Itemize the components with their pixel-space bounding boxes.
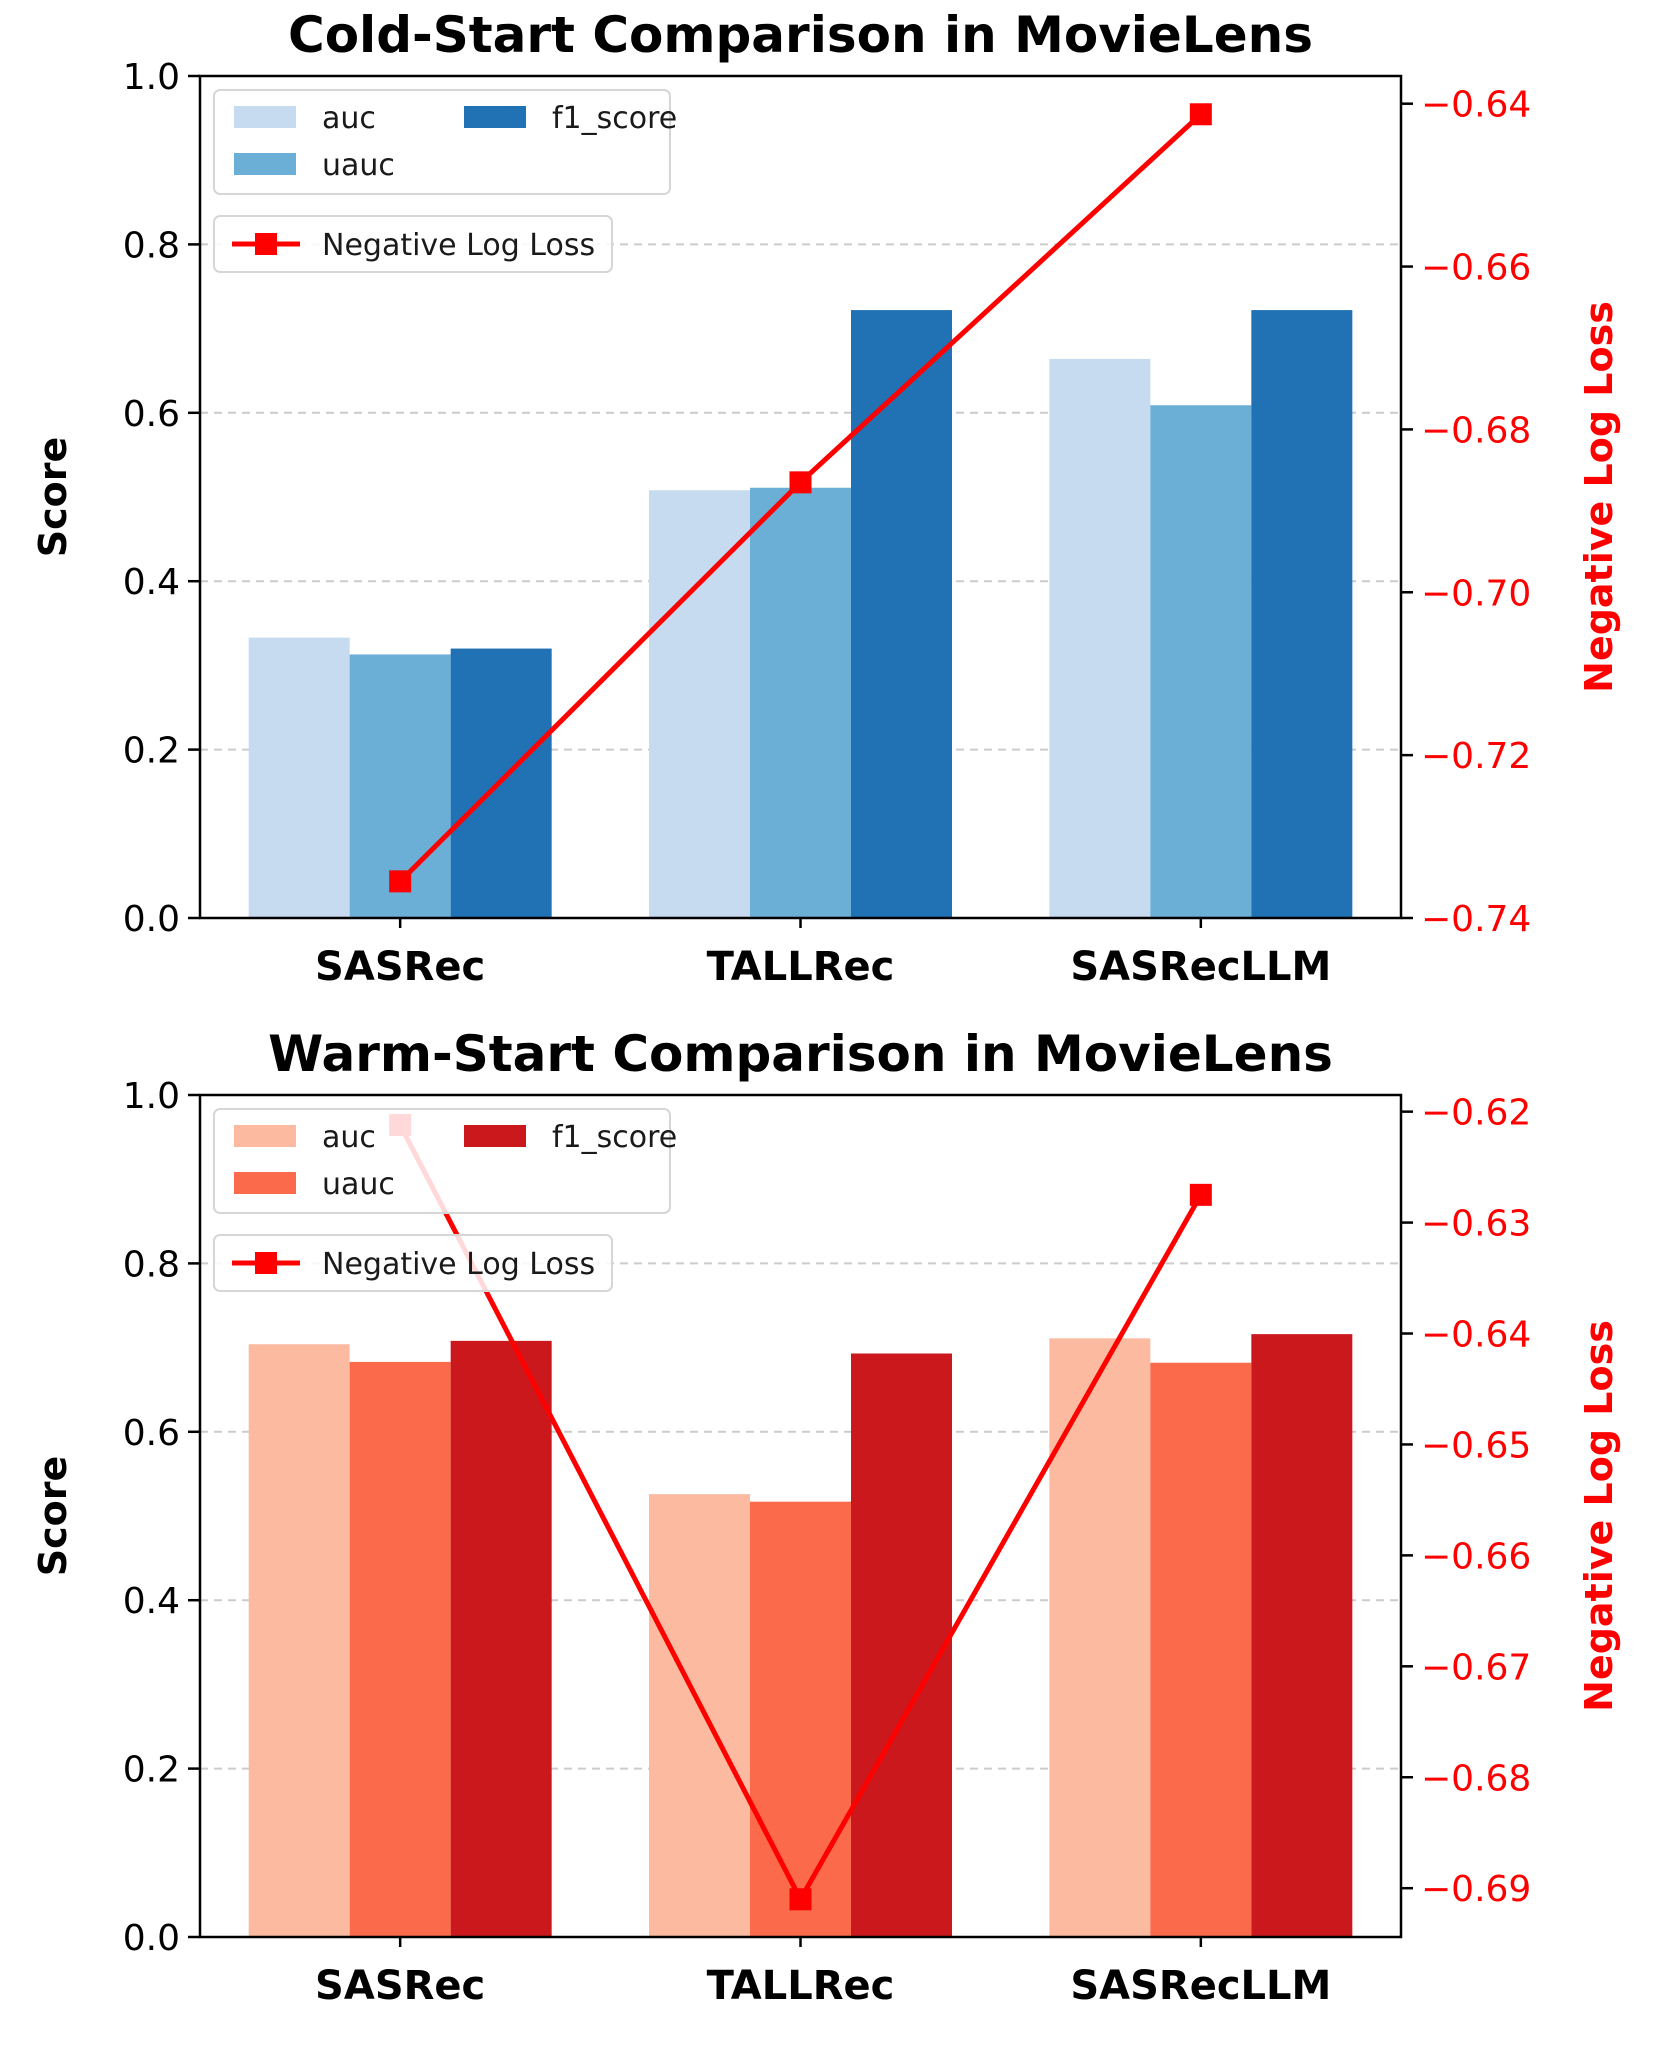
bar-uauc-SASRecLLM xyxy=(1150,405,1252,918)
bar-auc-SASRec xyxy=(248,1344,350,1937)
y2-tick-label: −0.67 xyxy=(1421,1647,1531,1688)
legend-box xyxy=(213,1108,671,1214)
y2-tick-label: −0.70 xyxy=(1421,573,1531,614)
x-tick-label: TALLRec xyxy=(707,944,895,990)
bar-auc-SASRecLLM xyxy=(1049,358,1151,918)
y-tick-label: 0.6 xyxy=(123,394,180,435)
y2-tick-label: −0.66 xyxy=(1421,1536,1531,1577)
y-tick-label: 0.8 xyxy=(123,225,180,266)
y-tick-label: 0.4 xyxy=(123,562,180,603)
bar-uauc-TALLRec xyxy=(750,1501,851,1937)
x-tick-label: SASRec xyxy=(315,1963,485,2009)
legend-bars: auc uauc f1_score xyxy=(213,89,677,195)
line-marker-TALLRec xyxy=(789,471,812,494)
line-marker-SASRecLLM xyxy=(1189,103,1212,126)
y-tick-label: 0.2 xyxy=(123,731,180,772)
axes-frame xyxy=(198,1093,1403,1939)
legend-swatch-auc xyxy=(234,1125,296,1147)
legend-line-marker xyxy=(255,233,277,255)
y2-tick-label: −0.68 xyxy=(1421,1758,1531,1799)
y2-tick-label: −0.74 xyxy=(1421,899,1531,940)
y2-tick-label: −0.64 xyxy=(1421,85,1531,126)
legend-label-negative-log-loss: Negative Log Loss xyxy=(322,1247,595,1282)
y2-tick-label: −0.62 xyxy=(1421,1093,1531,1134)
x-tick-label: TALLRec xyxy=(707,1963,895,2009)
legend-swatch-uauc xyxy=(234,153,296,175)
legend-line: Negative Log Loss xyxy=(213,1234,613,1292)
bar-uauc-TALLRec xyxy=(750,487,851,918)
y2-tick-label: −0.66 xyxy=(1421,248,1531,289)
y2-axis-label: Negative Log Loss xyxy=(1577,301,1621,693)
bar-auc-TALLRec xyxy=(649,1494,750,1937)
bar-uauc-SASRecLLM xyxy=(1150,1362,1252,1937)
y-tick-label: 0.0 xyxy=(123,1918,180,1959)
x-tick-label: SASRecLLM xyxy=(1070,944,1331,990)
legend-swatch-f1_score xyxy=(464,1125,526,1147)
y2-tick-label: −0.68 xyxy=(1421,410,1531,451)
y2-tick-label: −0.65 xyxy=(1421,1425,1531,1466)
line-marker-SASRecLLM xyxy=(1189,1183,1212,1206)
y-tick-label: 0.8 xyxy=(123,1244,180,1285)
legend-box xyxy=(213,215,613,273)
y-tick-label: 1.0 xyxy=(123,1076,180,1117)
y2-tick-label: −0.63 xyxy=(1421,1204,1531,1245)
y2-tick-label: −0.69 xyxy=(1421,1869,1531,1910)
legend-label-f1_score: f1_score xyxy=(552,101,677,136)
legend-label-uauc: uauc xyxy=(322,1167,395,1202)
y-tick-label: 0.4 xyxy=(123,1581,180,1622)
legend-label-auc: auc xyxy=(322,101,376,136)
line-marker-SASRec xyxy=(389,870,412,893)
legend-box xyxy=(213,89,671,195)
legend-line-marker xyxy=(255,1252,277,1274)
y2-tick-label: −0.72 xyxy=(1421,736,1531,777)
bar-f1_score-TALLRec xyxy=(851,310,952,918)
bar-f1_score-SASRecLLM xyxy=(1251,310,1353,918)
legend-label-uauc: uauc xyxy=(322,148,395,183)
legend-label-negative-log-loss: Negative Log Loss xyxy=(322,228,595,263)
bar-auc-TALLRec xyxy=(649,490,750,918)
bar-uauc-SASRec xyxy=(349,1361,451,1937)
chart-panel-2: Warm-Start Comparison in MovieLens 0.0 0.2… xyxy=(31,1025,1621,2009)
legend-swatch-auc xyxy=(234,106,296,128)
bar-auc-SASRec xyxy=(248,637,350,918)
legend-swatch-uauc xyxy=(234,1172,296,1194)
bar-auc-SASRecLLM xyxy=(1049,1338,1151,1937)
legend-bars: auc uauc f1_score xyxy=(213,1108,677,1214)
y-tick-label: 0.0 xyxy=(123,899,180,940)
legend-label-auc: auc xyxy=(322,1120,376,1155)
y2-tick-label: −0.64 xyxy=(1421,1315,1531,1356)
chart-title: Cold-Start Comparison in MovieLens xyxy=(288,6,1313,64)
legend-swatch-f1_score xyxy=(464,106,526,128)
y-tick-label: 1.0 xyxy=(123,57,180,98)
y-tick-label: 0.2 xyxy=(123,1750,180,1791)
legend-line: Negative Log Loss xyxy=(213,215,613,273)
chart-panel-1: Cold-Start Comparison in MovieLens 0.0 0.2… xyxy=(31,6,1621,990)
bar-f1_score-TALLRec xyxy=(851,1353,952,1937)
y-tick-label: 0.6 xyxy=(123,1413,180,1454)
chart-title: Warm-Start Comparison in MovieLens xyxy=(268,1025,1333,1083)
y2-axis-label: Negative Log Loss xyxy=(1577,1320,1621,1712)
bar-f1_score-SASRec xyxy=(450,1340,552,1937)
axes-frame xyxy=(198,74,1403,920)
x-tick-label: SASRec xyxy=(315,944,485,990)
line-marker-TALLRec xyxy=(789,1888,812,1911)
y-axis-label: Score xyxy=(31,437,75,558)
bar-f1_score-SASRecLLM xyxy=(1251,1334,1353,1937)
legend-box xyxy=(213,1234,613,1292)
x-tick-label: SASRecLLM xyxy=(1070,1963,1331,2009)
y-axis-label: Score xyxy=(31,1456,75,1577)
legend-label-f1_score: f1_score xyxy=(552,1120,677,1155)
